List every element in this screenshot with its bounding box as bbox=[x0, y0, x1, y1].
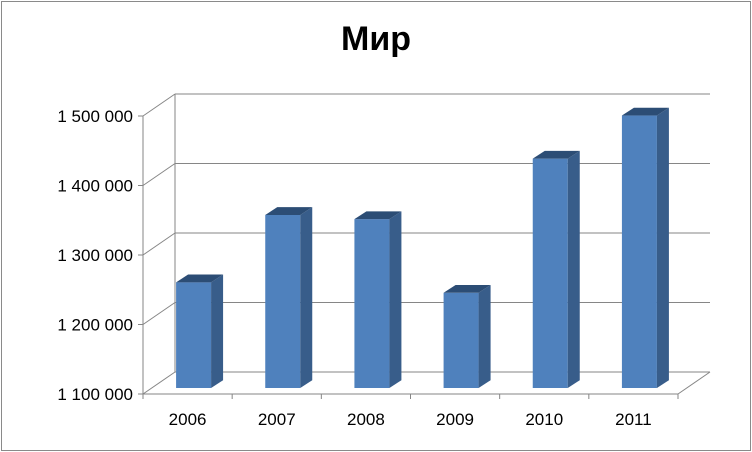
bar-top bbox=[265, 207, 313, 215]
bar-side bbox=[478, 284, 491, 388]
bar bbox=[354, 211, 402, 388]
x-tick-label: 2007 bbox=[258, 410, 296, 429]
y-tick-label: 1 500 000 bbox=[57, 107, 133, 126]
bar-top bbox=[354, 211, 402, 220]
bar bbox=[532, 150, 580, 388]
y-tick-label: 1 200 000 bbox=[57, 316, 133, 335]
bars bbox=[176, 107, 669, 388]
bar bbox=[265, 207, 313, 388]
gridline-diagonal bbox=[142, 163, 176, 186]
x-tick-label: 2010 bbox=[525, 410, 563, 429]
bar bbox=[443, 284, 491, 388]
bar bbox=[621, 107, 669, 388]
x-tick-labels: 2006 2007 2008 2009 2010 2011 bbox=[169, 410, 652, 429]
bar-side bbox=[656, 107, 669, 388]
bar-front bbox=[176, 282, 212, 388]
bar-side bbox=[389, 211, 402, 388]
y-tick-label: 1 300 000 bbox=[57, 246, 133, 265]
bar-front bbox=[265, 214, 301, 388]
bar-side bbox=[300, 207, 313, 388]
bar-top bbox=[532, 150, 580, 159]
bar-front bbox=[621, 115, 657, 388]
gridline-diagonal bbox=[142, 371, 176, 395]
chart-title: Мир bbox=[341, 20, 411, 58]
x-tick-label: 2009 bbox=[436, 410, 474, 429]
bar-side bbox=[211, 274, 224, 388]
gridline-diagonal bbox=[142, 93, 176, 117]
floor-right-edge bbox=[677, 371, 711, 395]
gridlines bbox=[142, 93, 711, 395]
x-tick-label: 2011 bbox=[615, 410, 652, 429]
gridline-diagonal bbox=[142, 232, 176, 256]
bar-front bbox=[354, 219, 390, 388]
bar-top bbox=[176, 274, 224, 283]
y-tick-labels: 1 100 000 1 200 000 1 300 000 1 400 000 1 50… bbox=[57, 107, 133, 404]
bar-side bbox=[567, 150, 580, 388]
y-tick-label: 1 100 000 bbox=[57, 385, 133, 404]
bar-top bbox=[621, 107, 669, 116]
gridline-diagonal bbox=[142, 302, 176, 325]
bar-front bbox=[443, 292, 479, 388]
bar bbox=[176, 274, 224, 388]
x-tick-label: 2008 bbox=[347, 410, 385, 429]
axes bbox=[138, 115, 679, 399]
x-tick-label: 2006 bbox=[169, 410, 207, 429]
bar-top bbox=[443, 284, 491, 293]
bar-front bbox=[532, 158, 568, 388]
y-tick-label: 1 400 000 bbox=[57, 177, 133, 196]
